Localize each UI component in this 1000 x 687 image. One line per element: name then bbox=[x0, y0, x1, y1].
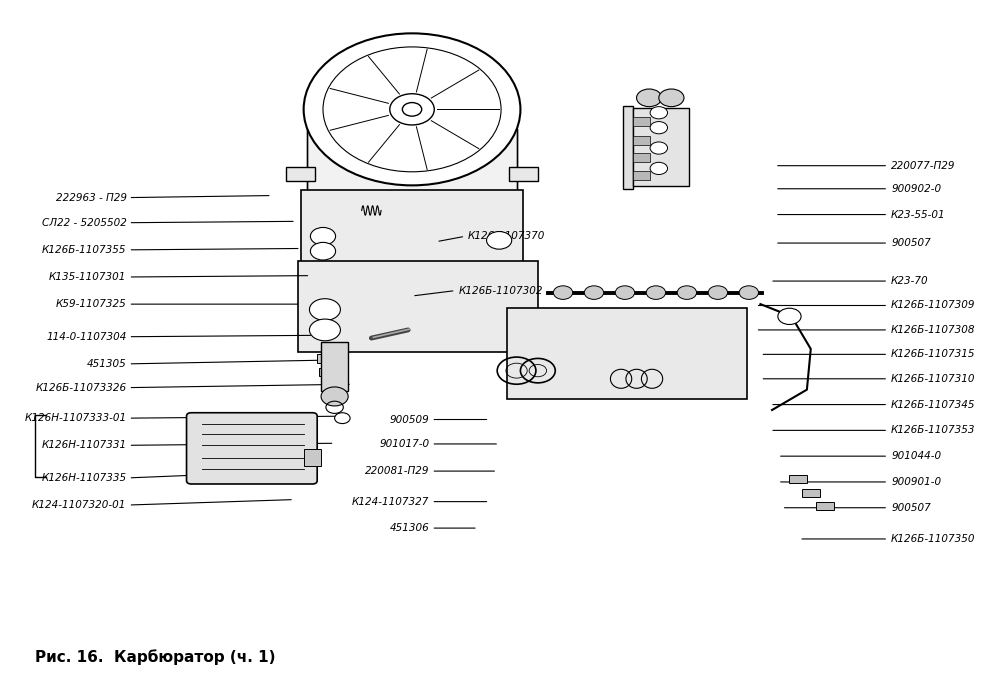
Circle shape bbox=[310, 243, 336, 260]
Bar bbox=[509, 167, 538, 181]
Bar bbox=[321, 342, 348, 391]
Circle shape bbox=[390, 93, 434, 125]
Bar bbox=[304, 449, 321, 466]
Text: К23-55-01: К23-55-01 bbox=[891, 210, 946, 220]
Circle shape bbox=[553, 286, 573, 300]
Text: Рис. 16.  Карбюратор (ч. 1): Рис. 16. Карбюратор (ч. 1) bbox=[35, 649, 275, 665]
Circle shape bbox=[650, 162, 668, 174]
Bar bbox=[623, 106, 633, 189]
Circle shape bbox=[650, 122, 668, 134]
Text: К126Б-1107302: К126Б-1107302 bbox=[458, 286, 543, 295]
Bar bbox=[317, 354, 344, 363]
Circle shape bbox=[335, 413, 350, 424]
Bar bbox=[321, 381, 340, 387]
Text: 900509: 900509 bbox=[390, 414, 429, 425]
Circle shape bbox=[650, 142, 668, 154]
Circle shape bbox=[659, 89, 684, 106]
Text: 900507: 900507 bbox=[891, 238, 931, 248]
Bar bbox=[298, 261, 538, 352]
Text: 900507: 900507 bbox=[891, 503, 931, 513]
Text: К124-1107327: К124-1107327 bbox=[352, 497, 429, 506]
Bar bbox=[633, 171, 650, 180]
Text: К126Б-1107345: К126Б-1107345 bbox=[891, 400, 976, 409]
Bar bbox=[789, 475, 807, 484]
Bar bbox=[816, 502, 834, 510]
FancyBboxPatch shape bbox=[187, 413, 317, 484]
Text: К23-70: К23-70 bbox=[891, 276, 929, 286]
Circle shape bbox=[309, 299, 340, 320]
Circle shape bbox=[304, 34, 520, 185]
Bar bbox=[633, 108, 689, 186]
Circle shape bbox=[650, 106, 668, 119]
Text: К126Б-1107315: К126Б-1107315 bbox=[891, 350, 976, 359]
Bar bbox=[802, 488, 820, 497]
Text: СЛ22 - 5205502: СЛ22 - 5205502 bbox=[42, 218, 127, 227]
Text: 220081-П29: 220081-П29 bbox=[365, 466, 429, 476]
Text: 901044-0: 901044-0 bbox=[891, 451, 941, 461]
Bar bbox=[301, 190, 523, 263]
Text: 451306: 451306 bbox=[390, 523, 429, 533]
Circle shape bbox=[309, 319, 340, 341]
Text: К126Б-1107309: К126Б-1107309 bbox=[891, 300, 976, 311]
Text: 220077-П29: 220077-П29 bbox=[891, 161, 956, 170]
Circle shape bbox=[646, 286, 666, 300]
Bar bbox=[507, 308, 747, 399]
Text: К126-1107370: К126-1107370 bbox=[468, 232, 546, 241]
Text: К126Н-1107335: К126Н-1107335 bbox=[41, 473, 127, 483]
Text: К126Б-1107308: К126Б-1107308 bbox=[891, 325, 976, 335]
Text: К126Б-11073326: К126Б-11073326 bbox=[35, 383, 127, 392]
Text: 900902-0: 900902-0 bbox=[891, 183, 941, 194]
Text: 901017-0: 901017-0 bbox=[379, 439, 429, 449]
Text: К135-1107301: К135-1107301 bbox=[49, 272, 127, 282]
Text: К126Б-1107350: К126Б-1107350 bbox=[891, 534, 976, 544]
Bar bbox=[286, 167, 315, 181]
Text: К126Н-1107331: К126Н-1107331 bbox=[41, 440, 127, 450]
Circle shape bbox=[615, 286, 635, 300]
Text: К126Б-1107355: К126Б-1107355 bbox=[42, 245, 127, 255]
Circle shape bbox=[778, 308, 801, 324]
Circle shape bbox=[310, 227, 336, 245]
Bar bbox=[319, 368, 342, 376]
Text: К59-1107325: К59-1107325 bbox=[56, 299, 127, 309]
Circle shape bbox=[739, 286, 759, 300]
Text: К126Б-1107310: К126Б-1107310 bbox=[891, 374, 976, 384]
Circle shape bbox=[677, 286, 697, 300]
Text: 114-0-1107304: 114-0-1107304 bbox=[46, 332, 127, 341]
FancyBboxPatch shape bbox=[308, 126, 518, 197]
Circle shape bbox=[708, 286, 728, 300]
Circle shape bbox=[321, 387, 348, 406]
Bar bbox=[633, 117, 650, 126]
Text: 900901-0: 900901-0 bbox=[891, 477, 941, 487]
Bar bbox=[633, 153, 650, 161]
Text: 451305: 451305 bbox=[87, 359, 127, 369]
Text: К126Б-1107353: К126Б-1107353 bbox=[891, 425, 976, 436]
Bar bbox=[633, 136, 650, 145]
Circle shape bbox=[637, 89, 662, 106]
Text: К124-1107320-01: К124-1107320-01 bbox=[32, 500, 127, 510]
Circle shape bbox=[584, 286, 604, 300]
Text: 222963 - П29: 222963 - П29 bbox=[56, 192, 127, 203]
Text: К126Н-1107333-01: К126Н-1107333-01 bbox=[24, 413, 127, 423]
Circle shape bbox=[487, 232, 512, 249]
